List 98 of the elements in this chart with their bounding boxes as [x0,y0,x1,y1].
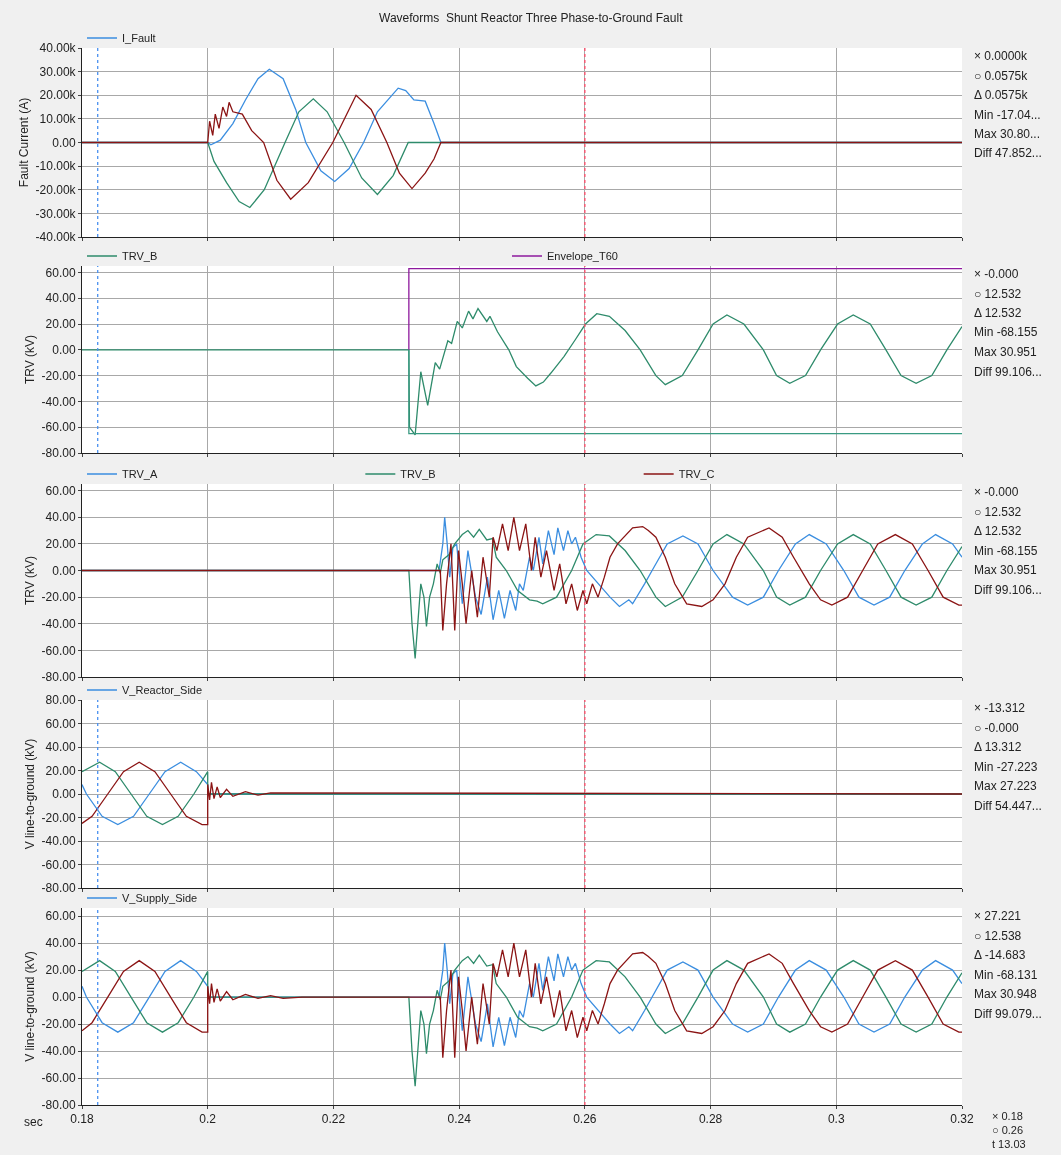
text: Min -27.223 [974,760,1038,774]
y-tick-label: -20.00 [41,590,76,605]
text: ○ -0.000 [974,721,1019,735]
text: × 27.221 [974,909,1022,923]
y-tick-label: 10.00k [39,112,77,127]
text: Δ 13.312 [974,740,1022,754]
y-tick-label: -20.00 [41,810,76,825]
y-tick-label: 0.00 [52,990,76,1005]
y-tick-label: -20.00k [35,182,77,197]
x-axis-title: sec [24,1115,43,1129]
y-axis-title: TRV (kV) [22,555,37,606]
text: ○ 12.532 [974,287,1022,301]
x-tick-label: 0.28 [698,1112,723,1127]
legend-label: I_Fault [122,32,156,45]
x-tick-label: 0.32 [950,1112,974,1127]
y-tick-label: -40.00 [41,834,76,849]
text: × 0.0000k [974,49,1029,63]
y-axis-title: V line-to-ground (kV) [22,738,37,850]
y-tick-label: 20.00k [39,88,77,103]
y-tick-label: 20.00 [45,763,76,778]
y-tick-label: -20.00 [41,368,76,383]
text: × -0.000 [974,485,1019,499]
y-tick-label: 0.00 [52,787,76,802]
text: Max 27.223 [974,779,1038,793]
text: Δ -14.683 [974,948,1026,962]
text: Diff 99.106... [974,583,1042,597]
text: Δ 12.532 [974,524,1022,538]
x-tick-label: 0.24 [447,1112,472,1127]
legend-label: TRV_B [122,250,158,263]
y-tick-label: -10.00k [35,159,77,174]
legend-label: TRV_A [122,468,158,481]
x-tick-label: 0.26 [573,1112,597,1127]
text: Diff 99.079... [974,1007,1042,1021]
text: ○ 12.538 [974,929,1022,943]
text: ○ 0.26 [992,1124,1024,1136]
text: Max 30.951 [974,345,1038,359]
text: Min -68.131 [974,968,1038,982]
text: × 0.18 [992,1110,1023,1122]
text: Min -68.155 [974,544,1038,558]
text: Max 30.951 [974,563,1038,577]
y-tick-label: 60.00 [45,716,76,731]
y-tick-label: -40.00 [41,394,76,409]
legend-label: V_Reactor_Side [122,684,203,697]
y-axis-title: Fault Current (A) [16,97,31,188]
y-tick-label: 40.00 [45,291,76,306]
y-axis-title: V line-to-ground (kV) [22,951,37,1062]
text: Δ 0.0575k [974,88,1029,102]
y-tick-label: -60.00 [41,643,76,658]
x-tick-label: 0.18 [70,1112,94,1127]
y-tick-label: 20.00 [45,963,76,978]
y-tick-label: 40.00 [45,936,76,951]
y-tick-label: -80.00 [41,446,76,461]
text: Min -68.155 [974,325,1038,339]
y-tick-label: 60.00 [45,265,76,280]
y-tick-label: 40.00 [45,510,76,525]
y-tick-label: 0.00 [52,135,76,150]
y-tick-label: 0.00 [52,343,76,358]
y-tick-label: -40.00k [35,230,77,245]
legend-label: TRV_B [400,468,436,481]
y-tick-label: 40.00k [39,41,77,56]
y-tick-label: -80.00 [41,670,76,685]
text: ○ 12.532 [974,505,1022,519]
legend-label: V_Supply_Side [122,892,198,905]
y-tick-label: -40.00 [41,1044,76,1059]
y-tick-label: 80.00 [45,693,76,708]
y-tick-label: -80.00 [41,1098,76,1113]
y-tick-label: 0.00 [52,563,76,578]
y-tick-label: -40.00 [41,616,76,631]
y-tick-label: -20.00 [41,1017,76,1032]
text: Diff 54.447... [974,799,1042,813]
x-tick-label: 0.2 [199,1112,217,1127]
y-tick-label: -30.00k [35,206,77,221]
legend-label: Envelope_T60 [547,250,618,263]
x-tick-label: 0.22 [321,1112,346,1127]
text: Δ 12.532 [974,306,1022,320]
y-tick-label: -80.00 [41,881,76,896]
y-axis-title: TRV (kV) [22,334,37,385]
text: × -13.312 [974,701,1026,715]
y-tick-label: 40.00 [45,740,76,755]
y-tick-label: 30.00k [39,64,77,79]
y-tick-label: 60.00 [45,909,76,924]
text: Min -17.04... [974,108,1041,122]
y-tick-label: -60.00 [41,420,76,435]
y-tick-label: 60.00 [45,483,76,498]
legend-label: TRV_C [678,468,715,481]
text: Diff 47.852... [974,146,1042,160]
chart-title: Waveforms Shunt Reactor Three Phase-to-Ground Fault [379,11,684,25]
y-tick-label: 20.00 [45,317,76,332]
x-tick-label: 0.3 [827,1112,845,1127]
text: Max 30.80... [974,127,1041,141]
text: ○ 0.0575k [974,69,1029,83]
text: t 13.03 [992,1138,1026,1150]
y-tick-label: 20.00 [45,537,76,552]
text: Diff 99.106... [974,365,1042,379]
y-tick-label: -60.00 [41,857,76,872]
y-tick-label: -60.00 [41,1071,76,1086]
text: Max 30.948 [974,987,1038,1001]
text: × -0.000 [974,267,1019,281]
